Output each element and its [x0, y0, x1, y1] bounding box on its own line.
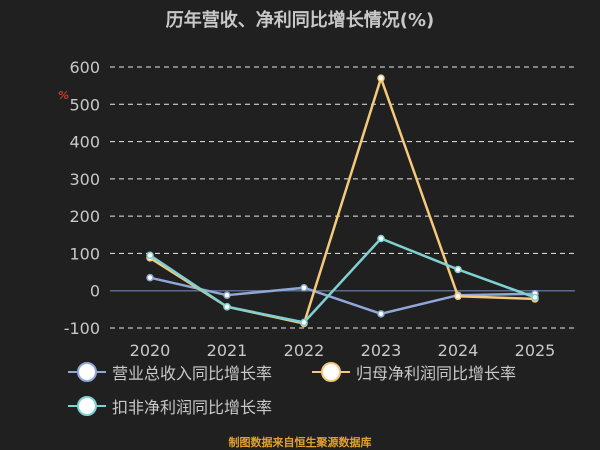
series-line: [149, 76, 536, 325]
legend-swatch-icon: [68, 396, 106, 416]
legend-marker: [77, 362, 97, 382]
data-point: [531, 293, 539, 302]
legend-item-deducted-profit-growth[interactable]: 扣非净利润同比增长率: [68, 394, 272, 418]
data-point: [223, 302, 231, 311]
series-line: [149, 276, 536, 316]
y-tick-label: 500: [69, 95, 100, 114]
y-tick-label: 200: [69, 207, 100, 226]
legend-item-net-profit-growth[interactable]: 归母净利润同比增长率: [312, 360, 516, 384]
y-tick-label: 300: [69, 170, 100, 189]
legend-swatch-icon: [68, 362, 106, 382]
x-tick-label: 2023: [361, 341, 402, 360]
data-point: [377, 234, 385, 243]
data-point: [377, 74, 385, 82]
data-point: [300, 318, 308, 327]
data-source-note: 制图数据来自恒生聚源数据库: [228, 436, 372, 449]
chart-title: 历年营收、净利同比增长情况(%): [165, 10, 435, 31]
x-tick-label: 2024: [438, 341, 479, 360]
data-point: [377, 310, 385, 318]
legend-marker: [321, 362, 341, 382]
y-tick-label: 0: [90, 282, 100, 301]
data-point: [300, 283, 308, 292]
data-point: [454, 292, 462, 301]
data-point: [454, 265, 462, 274]
y-tick-label: 400: [69, 133, 100, 152]
legend-marker: [77, 396, 97, 416]
y-axis-unit: %: [58, 89, 70, 102]
legend-label: 营业总收入同比增长率: [112, 364, 273, 383]
legend-label: 归母净利润同比增长率: [356, 364, 517, 383]
data-point: [146, 273, 154, 282]
x-tick-label: 2020: [130, 341, 171, 360]
y-tick-label: 600: [69, 58, 100, 77]
legend-swatch-icon: [312, 362, 350, 382]
y-tick-label: 100: [69, 244, 100, 263]
x-tick-label: 2025: [515, 341, 556, 360]
data-point: [223, 291, 231, 299]
series-line: [149, 237, 536, 324]
x-tick-label: 2022: [284, 341, 325, 360]
x-tick-label: 2021: [207, 341, 248, 360]
y-tick-label: -100: [64, 319, 100, 338]
data-point: [146, 251, 154, 260]
legend-item-revenue-growth[interactable]: 营业总收入同比增长率: [68, 360, 272, 384]
legend-label: 扣非净利润同比增长率: [112, 398, 273, 417]
